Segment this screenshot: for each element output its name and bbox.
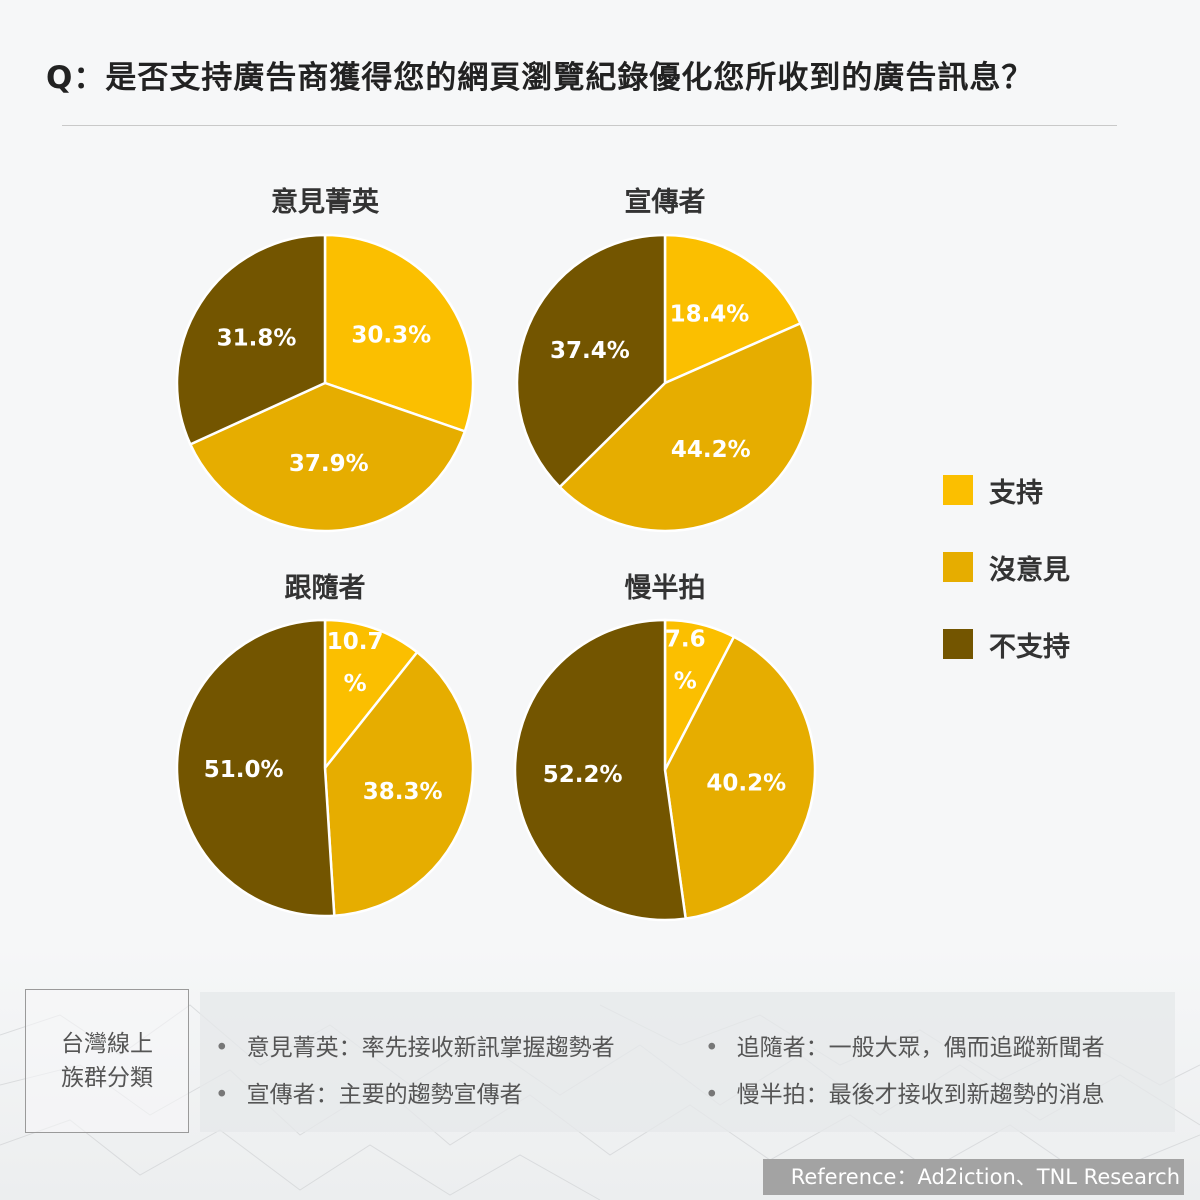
pie-label-laggard-support: 7.6 (665, 627, 706, 653)
pie-label-laggard-oppose: 52.2% (543, 762, 623, 788)
pie-label-promoter-oppose: 37.4% (550, 338, 630, 364)
question-title: Q：是否支持廣告商獲得您的網頁瀏覽紀錄優化您所收到的廣告訊息？ (46, 60, 1034, 96)
pie-label-follower-neutral: 38.3% (363, 779, 443, 805)
definition-follower: • 追隨者：一般大眾，偶而追蹤新聞者 (705, 1028, 1105, 1062)
pie-label-follower-support: 10.7 (327, 629, 384, 655)
pie-slice-promoter-neutral (557, 321, 815, 533)
title-divider (62, 125, 1117, 126)
pie-title-promoter: 宣傳者 (624, 187, 706, 218)
pie-slice-promoter-support (663, 233, 803, 385)
definition-opinion-elite: • 意見菁英：率先接收新訊掌握趨勢者 (215, 1028, 615, 1062)
definition-text: 意見菁英：率先接收新訊掌握趨勢者 (246, 1035, 615, 1061)
pie-slice-promoter-oppose (515, 233, 667, 489)
definition-text: 宣傳者：主要的趨勢宣傳者 (246, 1082, 523, 1108)
pie-slice-follower-oppose (175, 618, 336, 918)
legend-swatch-neutral (943, 552, 973, 582)
population-segment-box: 台灣線上 族群分類 (25, 989, 189, 1133)
bullet-icon: • (215, 1082, 229, 1108)
pie-label-opinion-elite-oppose: 31.8% (217, 325, 297, 351)
pie-title-follower: 跟隨者 (284, 573, 366, 604)
legend-label-oppose: 不支持 (989, 631, 1070, 663)
pie-charts: 30.3% 37.9% 31.8% 18.4% 44.2% 37.4% 10.7% 38.3%… (175, 233, 817, 922)
segment-box-line1: 台灣線上 (61, 1031, 153, 1057)
segment-box-line2: 族群分類 (61, 1065, 153, 1091)
legend-item-neutral: 沒意見 (943, 547, 1070, 587)
pie-slice-opinion-elite-neutral (188, 381, 467, 533)
legend-label-support: 支持 (989, 477, 1043, 509)
pie-slice-laggard-oppose (513, 618, 688, 922)
pie-slice-opinion-elite-oppose (175, 233, 327, 446)
legend: 支持 沒意見 不支持 (943, 470, 1070, 701)
pie-slice-opinion-elite-support (323, 233, 475, 433)
pie-label-opinion-elite-neutral: 37.9% (289, 451, 369, 477)
pie-label-promoter-support: 18.4% (670, 301, 750, 327)
pie-slice-follower-neutral (323, 650, 475, 918)
legend-swatch-oppose (943, 629, 973, 659)
bullet-icon: • (705, 1082, 719, 1108)
pie-slice-laggard-neutral (663, 635, 817, 920)
definition-text: 追隨者：一般大眾，偶而追蹤新聞者 (736, 1035, 1105, 1061)
pie-label-follower-support: % (344, 671, 367, 697)
definition-text: 慢半拍：最後才接收到新趨勢的消息 (736, 1082, 1105, 1108)
pie-label-follower-oppose: 51.0% (204, 757, 284, 783)
bullet-icon: • (215, 1035, 229, 1061)
definition-laggard: • 慢半拍：最後才接收到新趨勢的消息 (705, 1075, 1105, 1109)
definition-promoter: • 宣傳者：主要的趨勢宣傳者 (215, 1075, 523, 1109)
pie-title-opinion-elite: 意見菁英 (271, 187, 379, 218)
legend-item-support: 支持 (943, 470, 1070, 510)
legend-label-neutral: 沒意見 (989, 554, 1070, 586)
pie-title-laggard: 慢半拍 (624, 573, 706, 604)
reference-note: Reference：Ad2iction、TNL Research (762, 1159, 1184, 1195)
definitions-panel (200, 992, 1175, 1132)
legend-item-oppose: 不支持 (943, 624, 1070, 664)
pie-slice-follower-support (323, 618, 419, 772)
bullet-icon: • (705, 1035, 719, 1061)
pie-label-promoter-neutral: 44.2% (671, 437, 751, 463)
pie-label-opinion-elite-support: 30.3% (351, 322, 431, 348)
legend-swatch-support (943, 475, 973, 505)
pie-label-laggard-support: % (674, 669, 697, 695)
pie-label-laggard-neutral: 40.2% (706, 770, 786, 796)
